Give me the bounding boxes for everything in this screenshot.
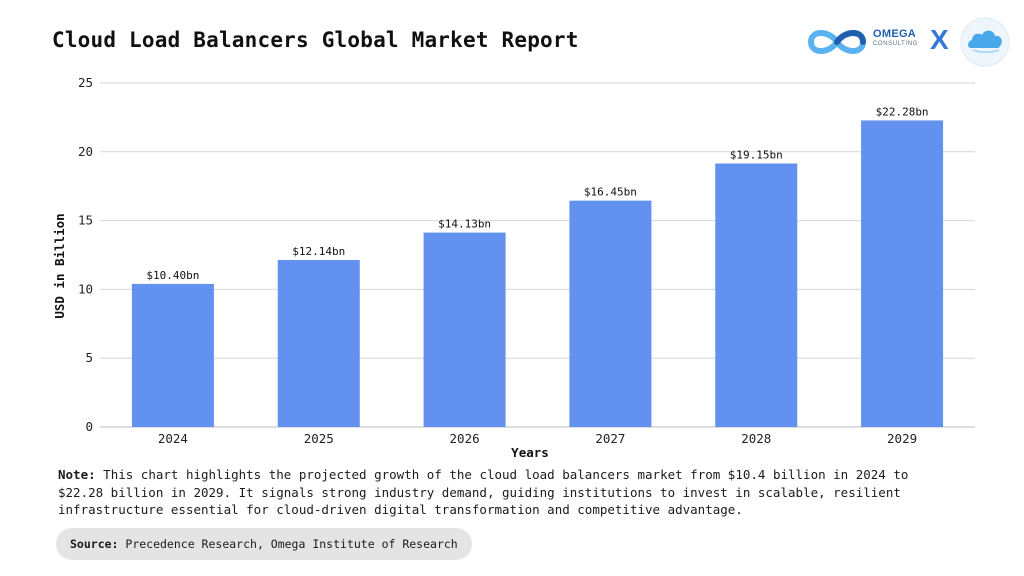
omega-logo-name: OMEGA bbox=[873, 28, 917, 40]
cloud-icon bbox=[960, 17, 1010, 67]
source-badge: Source: Precedence Research, Omega Insti… bbox=[56, 528, 472, 560]
omega-logo-sub: CONSULTING bbox=[873, 41, 918, 47]
y-tick-label: 10 bbox=[78, 281, 93, 296]
data-label: $12.14bn bbox=[292, 245, 345, 258]
source-label: Source: bbox=[70, 537, 119, 551]
data-labels: $10.40bn $12.14bn $14.13bn $16.45bn $19.15bn… bbox=[146, 105, 928, 281]
x-tick-label: 2026 bbox=[450, 431, 480, 446]
x-tick-labels: 2024 2025 2026 2027 2028 2029 bbox=[158, 431, 917, 446]
gridlines bbox=[100, 82, 975, 428]
y-tick-label: 25 bbox=[78, 75, 93, 90]
y-axis-label: USD in Billion bbox=[52, 213, 67, 318]
y-tick-label: 15 bbox=[78, 213, 93, 228]
infinity-icon bbox=[807, 30, 867, 54]
chart-note: Note: This chart highlights the projecte… bbox=[58, 466, 958, 519]
bar bbox=[423, 232, 506, 427]
bar bbox=[277, 259, 360, 427]
bar bbox=[861, 120, 944, 428]
data-label: $10.40bn bbox=[146, 269, 199, 282]
bar bbox=[569, 200, 652, 427]
x-tick-label: 2029 bbox=[887, 431, 917, 446]
source-text: Precedence Research, Omega Institute of … bbox=[118, 537, 458, 551]
y-tick-label: 0 bbox=[85, 419, 93, 434]
x-tick-label: 2025 bbox=[304, 431, 334, 446]
data-label: $22.28bn bbox=[876, 105, 929, 118]
x-tick-label: 2028 bbox=[741, 431, 771, 446]
note-text: This chart highlights the projected grow… bbox=[58, 467, 909, 517]
note-label: Note: bbox=[58, 467, 96, 482]
logo-separator: X bbox=[930, 24, 949, 55]
omega-logo-text: OMEGA CONSULTING bbox=[873, 28, 918, 47]
y-tick-label: 5 bbox=[85, 350, 93, 365]
x-axis-label: Years bbox=[511, 445, 549, 460]
y-tick-labels: 0 5 10 15 20 25 bbox=[78, 75, 93, 434]
data-label: $14.13bn bbox=[438, 218, 491, 231]
y-tick-label: 20 bbox=[78, 144, 93, 159]
data-label: $16.45bn bbox=[584, 186, 637, 199]
x-tick-label: 2027 bbox=[595, 431, 625, 446]
x-tick-label: 2024 bbox=[158, 431, 188, 446]
page-title: Cloud Load Balancers Global Market Repor… bbox=[52, 28, 579, 52]
bars bbox=[131, 120, 944, 428]
bar bbox=[715, 163, 798, 427]
bar bbox=[131, 283, 214, 427]
logo-group: OMEGA CONSULTING X bbox=[801, 14, 1016, 70]
data-label: $19.15bn bbox=[730, 148, 783, 161]
